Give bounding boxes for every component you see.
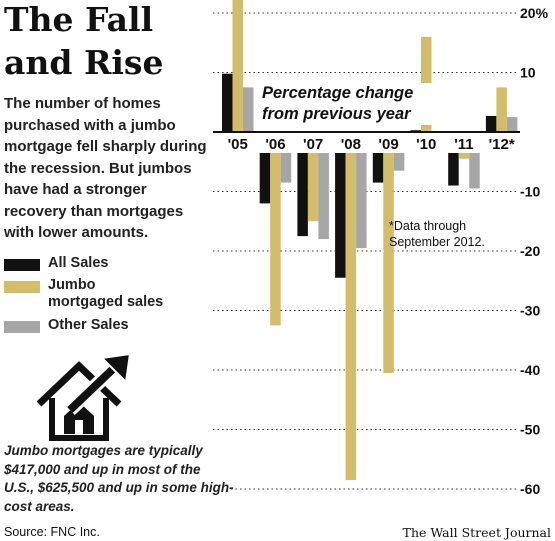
x-axis-labels: '05 '06 '07 '08 '09 '10 '11 '12* xyxy=(213,131,520,153)
x-tick-label: '11 xyxy=(454,136,473,153)
data-note: *Data through September 2012. xyxy=(389,219,485,249)
bars xyxy=(222,0,518,481)
x-tick-label: '09 xyxy=(378,136,398,153)
bar-all-sales-6 xyxy=(448,132,459,186)
source-text: Source: FNC Inc. xyxy=(4,525,100,539)
bar-all-sales-7 xyxy=(485,115,497,132)
y-tick-label: -50 xyxy=(520,422,540,438)
bar-other-sales-2 xyxy=(318,132,329,240)
y-tick-label: -60 xyxy=(520,481,540,497)
bar-jumbo-2 xyxy=(307,132,319,222)
bar-all-sales-3 xyxy=(335,132,346,278)
x-tick-label: '07 xyxy=(303,136,323,153)
legend-swatch-all-sales xyxy=(4,259,40,271)
bar-all-sales-0 xyxy=(222,73,233,132)
legend-label-other-sales: Other Sales xyxy=(48,317,129,333)
bar-jumbo-7 xyxy=(496,87,507,132)
x-tick-label: '08 xyxy=(341,136,361,153)
description-text: The number of homes purchased with a jum… xyxy=(4,95,207,241)
bar-other-sales-7 xyxy=(506,117,518,132)
y-axis-labels: 20% 10 -10 -20 -30 -40 -50 -60 xyxy=(520,5,549,497)
bar-all-sales-4 xyxy=(372,132,384,183)
bar-other-sales-3 xyxy=(356,132,367,249)
legend-swatch-jumbo xyxy=(4,281,40,293)
bar-all-sales-1 xyxy=(259,132,271,204)
bar-jumbo-1 xyxy=(270,132,281,326)
y-tick-label: 10 xyxy=(520,65,536,81)
legend-item-all-sales: All Sales xyxy=(4,255,108,272)
y-tick-label: -10 xyxy=(520,184,540,200)
bar-other-sales-6 xyxy=(469,132,480,189)
legend-item-jumbo: Jumbo mortgaged sales xyxy=(4,277,163,311)
y-tick-label: -20 xyxy=(520,243,540,259)
legend-swatch-other-sales xyxy=(4,321,40,333)
title-line-1: The Fall xyxy=(4,0,154,39)
x-label-band xyxy=(213,133,516,153)
x-tick-label: '12* xyxy=(489,136,515,153)
legend-label-all-sales: All Sales xyxy=(48,255,109,271)
title-line-2: and Rise xyxy=(4,43,164,82)
bar-other-sales-1 xyxy=(280,132,292,183)
jumbo-definition-note: Jumbo mortgages are typically $417,000 a… xyxy=(4,443,234,514)
bar-other-sales-0 xyxy=(243,87,254,132)
bar-jumbo-3 xyxy=(345,132,357,481)
x-tick-label: '06 xyxy=(265,136,285,153)
y-tick-label: -40 xyxy=(520,362,540,378)
y-tick-label: -30 xyxy=(520,303,540,319)
chart-title: The Fall and Rise xyxy=(4,0,204,84)
legend-item-other-sales: Other Sales xyxy=(4,317,129,334)
chart-subtitle: Percentage change from previous year xyxy=(258,83,456,125)
bar-jumbo-4 xyxy=(383,132,394,373)
credit-text: The Wall Street Journal xyxy=(402,525,551,540)
bar-jumbo-0 xyxy=(232,0,243,133)
bar-all-sales-2 xyxy=(297,132,308,237)
x-tick-label: '10 xyxy=(416,136,436,153)
x-tick-label: '05 xyxy=(228,136,248,153)
legend-label-jumbo: Jumbo mortgaged sales xyxy=(48,277,164,310)
house-with-rising-arrow-icon xyxy=(36,352,132,441)
y-tick-label: 20% xyxy=(520,5,549,21)
